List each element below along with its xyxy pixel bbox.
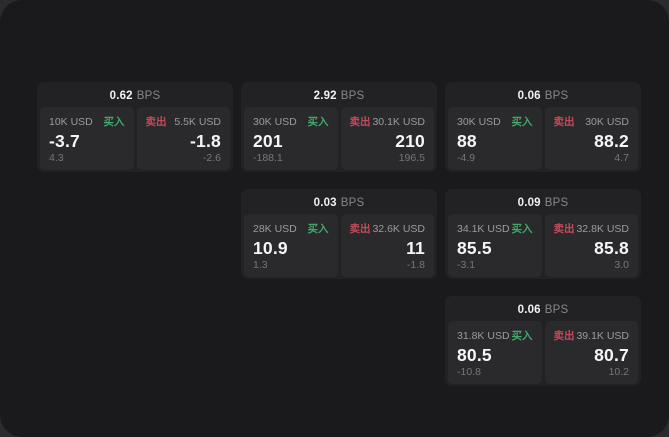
sell-price: 85.8 bbox=[594, 238, 629, 258]
bps-unit-label: BPS bbox=[340, 197, 365, 209]
buy-tile[interactable]: 34.1K USD 买入 85.5 -3.1 bbox=[448, 214, 542, 277]
sell-delta: 4.7 bbox=[614, 152, 629, 164]
buy-amount: 30K USD bbox=[457, 115, 501, 128]
buy-label: 买入 bbox=[511, 116, 533, 128]
tiles: 30K USD 买入 88 -4.9 卖出 30K USD 88.2 4.7 bbox=[448, 107, 638, 170]
buy-amount: 34.1K USD bbox=[457, 222, 510, 235]
bps-unit-label: BPS bbox=[544, 90, 569, 102]
buy-tile[interactable]: 28K USD 买入 10.9 1.3 bbox=[244, 214, 338, 277]
sell-label: 卖出 bbox=[553, 116, 575, 128]
bps-unit-label: BPS bbox=[544, 197, 569, 209]
sell-label: 卖出 bbox=[553, 330, 575, 342]
sell-delta: 196.5 bbox=[398, 152, 425, 164]
quote-card-6: 0.06 BPS 31.8K USD 买入 80.5 -10.8 卖出 39.1… bbox=[445, 296, 641, 386]
buy-delta: 4.3 bbox=[49, 152, 64, 164]
buy-label: 买入 bbox=[307, 116, 329, 128]
card-header: 0.09 BPS bbox=[448, 192, 638, 214]
sell-delta: 10.2 bbox=[608, 366, 629, 378]
sell-tile[interactable]: 卖出 32.8K USD 85.8 3.0 bbox=[544, 214, 638, 277]
buy-amount: 30K USD bbox=[253, 115, 297, 128]
buy-label: 买入 bbox=[307, 223, 329, 235]
quote-grid: 0.62 BPS 10K USD 买入 -3.7 4.3 卖出 5.5K USD bbox=[37, 82, 641, 386]
buy-label: 买入 bbox=[511, 330, 533, 342]
buy-tile[interactable]: 31.8K USD 买入 80.5 -10.8 bbox=[448, 321, 542, 384]
buy-price: 80.5 bbox=[457, 345, 492, 365]
buy-delta: -10.8 bbox=[457, 366, 481, 378]
sell-price: 80.7 bbox=[594, 345, 629, 365]
bps-value: 0.06 bbox=[517, 90, 541, 102]
sell-amount: 32.8K USD bbox=[576, 222, 629, 235]
buy-tile[interactable]: 30K USD 买入 88 -4.9 bbox=[448, 107, 542, 170]
sell-amount: 30.1K USD bbox=[372, 115, 425, 128]
buy-price: 10.9 bbox=[253, 238, 288, 258]
sell-tile[interactable]: 卖出 30K USD 88.2 4.7 bbox=[544, 107, 638, 170]
bps-value: 0.09 bbox=[517, 197, 541, 209]
sell-amount: 39.1K USD bbox=[576, 329, 629, 342]
quote-card-4: 0.03 BPS 28K USD 买入 10.9 1.3 卖出 32.6K US… bbox=[241, 189, 437, 279]
buy-label: 买入 bbox=[103, 116, 125, 128]
quote-card-3: 0.06 BPS 30K USD 买入 88 -4.9 卖出 30K USD bbox=[445, 82, 641, 172]
sell-tile[interactable]: 卖出 5.5K USD -1.8 -2.6 bbox=[136, 107, 230, 170]
buy-tile[interactable]: 10K USD 买入 -3.7 4.3 bbox=[40, 107, 134, 170]
sell-label: 卖出 bbox=[349, 116, 371, 128]
buy-delta: 1.3 bbox=[253, 259, 268, 271]
buy-amount: 31.8K USD bbox=[457, 329, 510, 342]
bps-unit-label: BPS bbox=[136, 90, 161, 102]
sell-tile[interactable]: 卖出 32.6K USD 11 -1.8 bbox=[340, 214, 434, 277]
buy-price: 85.5 bbox=[457, 238, 492, 258]
quote-card-2: 2.92 BPS 30K USD 买入 201 -188.1 卖出 30.1K … bbox=[241, 82, 437, 172]
sell-label: 卖出 bbox=[349, 223, 371, 235]
sell-delta: -1.8 bbox=[406, 259, 425, 271]
bps-value: 0.03 bbox=[313, 197, 337, 209]
tiles: 30K USD 买入 201 -188.1 卖出 30.1K USD 210 1… bbox=[244, 107, 434, 170]
tiles: 28K USD 买入 10.9 1.3 卖出 32.6K USD 11 -1.8 bbox=[244, 214, 434, 277]
card-header: 0.06 BPS bbox=[448, 85, 638, 107]
tiles: 34.1K USD 买入 85.5 -3.1 卖出 32.8K USD 85.8… bbox=[448, 214, 638, 277]
card-header: 0.62 BPS bbox=[40, 85, 230, 107]
sell-price: 88.2 bbox=[594, 131, 629, 151]
buy-label: 买入 bbox=[511, 223, 533, 235]
sell-label: 卖出 bbox=[145, 116, 167, 128]
sell-price: 11 bbox=[406, 238, 425, 258]
card-header: 2.92 BPS bbox=[244, 85, 434, 107]
bps-value: 0.06 bbox=[517, 304, 541, 316]
sell-amount: 30K USD bbox=[585, 115, 629, 128]
sell-label: 卖出 bbox=[553, 223, 575, 235]
tiles: 10K USD 买入 -3.7 4.3 卖出 5.5K USD -1.8 -2.… bbox=[40, 107, 230, 170]
buy-delta: -3.1 bbox=[457, 259, 476, 271]
bps-unit-label: BPS bbox=[340, 90, 365, 102]
sell-delta: -2.6 bbox=[202, 152, 221, 164]
buy-price: 88 bbox=[457, 131, 477, 151]
buy-delta: -188.1 bbox=[253, 152, 283, 164]
quote-card-1: 0.62 BPS 10K USD 买入 -3.7 4.3 卖出 5.5K USD bbox=[37, 82, 233, 172]
bps-value: 0.62 bbox=[109, 90, 133, 102]
sell-amount: 32.6K USD bbox=[372, 222, 425, 235]
card-header: 0.03 BPS bbox=[244, 192, 434, 214]
buy-amount: 10K USD bbox=[49, 115, 93, 128]
sell-price: -1.8 bbox=[190, 131, 221, 151]
sell-amount: 5.5K USD bbox=[174, 115, 221, 128]
bps-value: 2.92 bbox=[313, 90, 337, 102]
sell-price: 210 bbox=[395, 131, 425, 151]
buy-price: 201 bbox=[253, 131, 283, 151]
buy-delta: -4.9 bbox=[457, 152, 476, 164]
buy-amount: 28K USD bbox=[253, 222, 297, 235]
buy-price: -3.7 bbox=[49, 131, 80, 151]
sell-tile[interactable]: 卖出 39.1K USD 80.7 10.2 bbox=[544, 321, 638, 384]
tiles: 31.8K USD 买入 80.5 -10.8 卖出 39.1K USD 80.… bbox=[448, 321, 638, 384]
buy-tile[interactable]: 30K USD 买入 201 -188.1 bbox=[244, 107, 338, 170]
quote-card-5: 0.09 BPS 34.1K USD 买入 85.5 -3.1 卖出 32.8K… bbox=[445, 189, 641, 279]
sell-delta: 3.0 bbox=[614, 259, 629, 271]
card-header: 0.06 BPS bbox=[448, 299, 638, 321]
bps-unit-label: BPS bbox=[544, 304, 569, 316]
sell-tile[interactable]: 卖出 30.1K USD 210 196.5 bbox=[340, 107, 434, 170]
